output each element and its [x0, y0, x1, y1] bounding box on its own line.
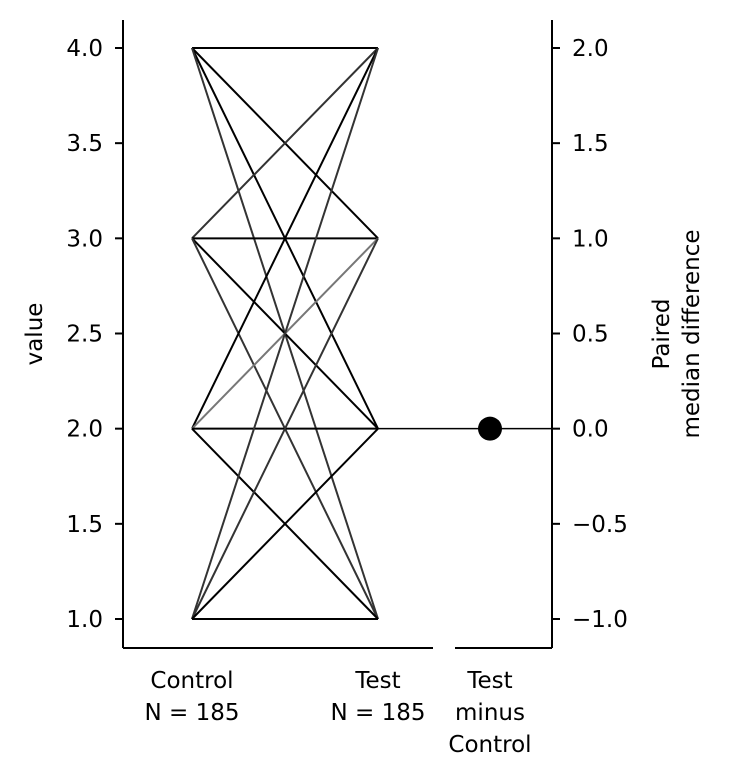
left-y-tick-label: 2.5	[66, 322, 103, 348]
x-label-test: Test N = 185	[331, 668, 426, 726]
x-label-control: Control N = 185	[145, 668, 240, 726]
left-y-axis-title: value	[22, 303, 48, 366]
right-y-tick-label: 0.0	[572, 417, 609, 443]
right-y-axis-title-line-2: median difference	[679, 230, 705, 439]
x-label-delta-line-3: Control	[448, 732, 531, 758]
x-label-delta-line-1: Test	[466, 668, 512, 694]
x-label-control-name: Control	[150, 668, 233, 694]
right-y-tick-label: −1.0	[572, 607, 628, 633]
pair-line	[191, 47, 379, 430]
x-label-test-n: N = 185	[331, 700, 426, 726]
right-y-tick-label: 1.0	[572, 226, 609, 252]
left-y-tick-label: 3.0	[66, 226, 103, 252]
pair-line	[191, 47, 379, 620]
right-y-axis-title: Paired median difference	[649, 230, 705, 439]
right-y-tick-label: 2.0	[572, 36, 609, 62]
pair-line	[191, 237, 379, 620]
left-y-tick-label: 3.5	[66, 131, 103, 157]
x-label-test-name: Test	[354, 668, 400, 694]
left-y-tick-label: 1.5	[66, 512, 103, 538]
pair-line	[191, 47, 379, 240]
left-y-tick-label: 1.0	[66, 607, 103, 633]
left-y-tick-label: 2.0	[66, 417, 103, 443]
right-y-tick-label: −0.5	[572, 512, 628, 538]
x-label-control-n: N = 185	[145, 700, 240, 726]
left-y-ticks: 1.0 1.5 2.0 2.5 3.0 3.5 4.0	[66, 36, 123, 633]
right-y-ticks: −1.0 −0.5 0.0 0.5 1.0 1.5 2.0	[552, 36, 628, 633]
right-y-axis-title-line-1: Paired	[649, 298, 675, 369]
x-label-delta: Test minus Control	[448, 668, 531, 758]
median-difference-point	[478, 416, 502, 441]
x-label-delta-line-2: minus	[455, 700, 525, 726]
right-y-tick-label: 1.5	[572, 131, 609, 157]
paired-lines	[191, 47, 379, 620]
left-y-tick-label: 4.0	[66, 36, 103, 62]
right-y-tick-label: 0.5	[572, 322, 609, 348]
pair-line	[191, 427, 379, 620]
